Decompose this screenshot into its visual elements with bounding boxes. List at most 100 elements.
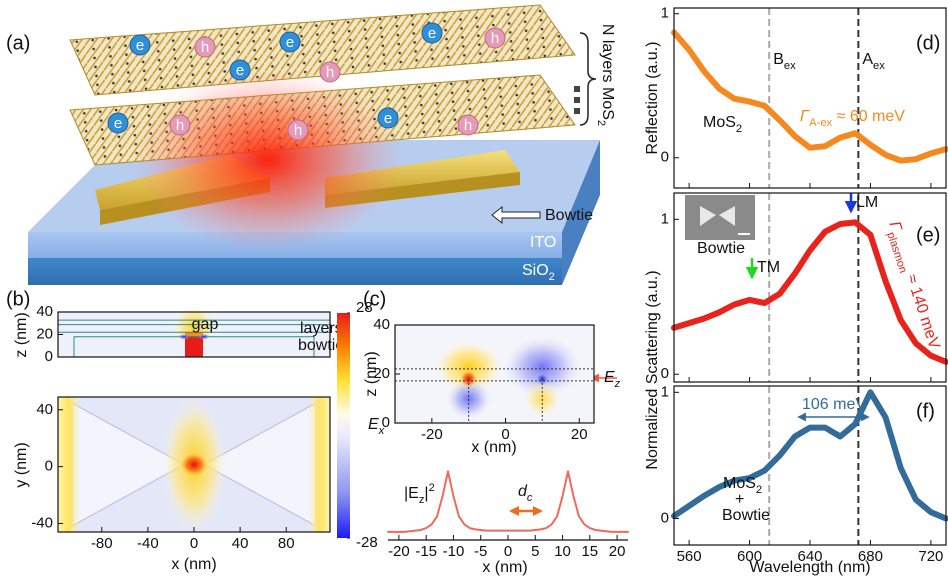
- text-part: ex: [784, 60, 796, 72]
- annotation: MoS2: [703, 114, 742, 135]
- text-part: ex: [873, 60, 885, 72]
- electron-label: e: [136, 37, 144, 54]
- text-part: ≈ 140 meV: [901, 268, 943, 351]
- x-tick-label: -20: [421, 426, 443, 443]
- y-tick-label: 40: [373, 316, 390, 333]
- annotation: 106 meV: [802, 396, 866, 413]
- hole-label: h: [294, 122, 302, 139]
- text-part: z: [614, 378, 621, 390]
- field-core: [181, 454, 207, 476]
- x-tick-label: -10: [443, 543, 465, 560]
- field-edge: [58, 397, 80, 532]
- annotation: |Ez|2: [404, 482, 435, 506]
- data-line: [674, 33, 946, 161]
- electron-label: e: [286, 34, 294, 51]
- annotation: gap: [192, 316, 219, 333]
- bowtie-label: Bowtie: [545, 207, 593, 224]
- figure: (a) N layers MoS2 Bowtie ITO SiO2 eeeeee…: [0, 0, 948, 577]
- x-tick-label: -20: [388, 543, 410, 560]
- y-tick-label: 0: [45, 458, 53, 475]
- x-tick-label: 20: [571, 426, 588, 443]
- panel-label: (f): [916, 400, 935, 422]
- annotation: +: [735, 491, 744, 508]
- x-tick-label: 560: [677, 548, 702, 565]
- x-tick-label: 10: [554, 543, 571, 560]
- dot: [574, 108, 580, 114]
- field-tip: [178, 334, 190, 340]
- text-part: SiO: [522, 262, 549, 279]
- annotation: dc: [518, 483, 533, 504]
- x-axis-label: Wavelength (nm): [749, 559, 870, 576]
- annotation: ΓA-ex ≈ 60 meV: [800, 108, 905, 129]
- electron-label: e: [236, 62, 244, 79]
- text-part: |E: [404, 485, 419, 502]
- x-tick-label: 0: [190, 535, 198, 552]
- y-tick-label: 20: [36, 325, 53, 342]
- panel-label: (e): [916, 224, 940, 246]
- text-part: A-ex: [809, 117, 832, 129]
- y-tick-label: 1: [661, 5, 669, 22]
- x-axis-label: x (nm): [471, 439, 516, 456]
- electron-label: e: [428, 25, 436, 42]
- x-tick-label: 80: [278, 535, 295, 552]
- hole-label: h: [326, 64, 334, 81]
- illustration: (a) N layers MoS2 Bowtie ITO SiO2: [6, 5, 616, 285]
- text-part: 2: [736, 123, 742, 135]
- sio2-layer: [28, 258, 562, 285]
- panel-label: (d): [916, 32, 940, 54]
- text-part: E: [604, 369, 615, 386]
- annotation: Ez: [604, 369, 621, 390]
- x-tick-label: 20: [609, 543, 626, 560]
- colorbar: [337, 313, 350, 538]
- near-field-glow: [133, 70, 403, 250]
- field-tip: [198, 334, 210, 340]
- reference-label: Aex: [862, 51, 885, 72]
- y-tick-label: -40: [31, 514, 53, 531]
- y-tick-label: 1: [661, 210, 669, 227]
- annotation: Bowtie: [722, 507, 770, 524]
- layers-label: N layers MoS2: [595, 24, 616, 126]
- x-tick-label: 720: [918, 548, 943, 565]
- x-tick-label: 0: [504, 543, 512, 560]
- x-tick-label: -15: [415, 543, 437, 560]
- annotation: layers: [300, 320, 343, 337]
- text-part: 2: [756, 484, 762, 496]
- text-part: 2: [429, 482, 435, 494]
- y-tick-label: 0: [45, 348, 53, 365]
- colorbar-tick-label: 28: [356, 299, 373, 316]
- text-part: MoS: [703, 114, 736, 131]
- page: {"panel_a": {"label": "(a)", "layers_lab…: [0, 0, 948, 577]
- ito-label: ITO: [530, 234, 556, 251]
- text-part: B: [773, 51, 784, 68]
- y-axis-label: Reflection (a.u.): [644, 42, 661, 155]
- annotation: TM: [757, 259, 780, 276]
- text-part: MoS: [723, 475, 756, 492]
- text-part: 2: [549, 271, 555, 283]
- y-tick-label: 1: [661, 383, 669, 400]
- annotation: LM: [856, 194, 878, 211]
- x-tick-label: -40: [137, 535, 159, 552]
- text-part: A: [862, 51, 873, 68]
- y-tick-label: 0: [661, 365, 669, 382]
- text-part: ≈ 60 meV: [832, 108, 905, 125]
- hole-label: h: [201, 39, 209, 56]
- brace: [580, 33, 596, 125]
- text-part: x: [378, 425, 385, 437]
- electron-label: e: [384, 110, 392, 127]
- reference-label: Bex: [773, 51, 796, 72]
- x-tick-label: 40: [232, 535, 249, 552]
- x-tick-label: -80: [91, 535, 113, 552]
- hole-label: h: [176, 117, 184, 134]
- text-part: N layers MoS: [599, 24, 616, 120]
- hole-label: h: [491, 30, 499, 47]
- x-tick-label: -5: [474, 543, 487, 560]
- y-axis-label: z (nm): [363, 351, 380, 396]
- x-axis-label: x (nm): [482, 559, 527, 576]
- panel-label: (b): [6, 288, 30, 310]
- hole-label: h: [464, 117, 472, 134]
